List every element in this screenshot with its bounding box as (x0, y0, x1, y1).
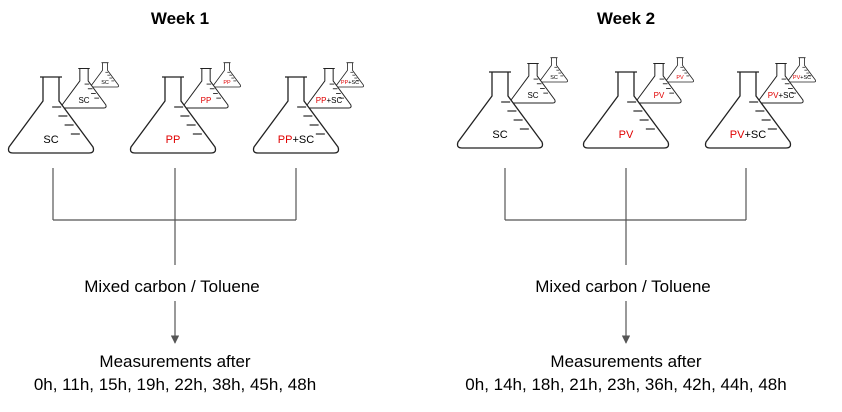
flask-large: PP (129, 76, 217, 154)
flask-label-pp: PP (201, 96, 212, 105)
flask-small: PV (666, 57, 694, 83)
flask-label-sc: SC (492, 129, 507, 141)
flask-group-sc: SC SC SC (456, 57, 568, 149)
flask-label-pp: PP (166, 134, 181, 146)
flask-large: PP+SC (252, 76, 340, 154)
flask-small: PV+SC (788, 57, 816, 83)
flask-label-pv-sc: PV+SC (793, 75, 811, 81)
flask-label-sc: SC (550, 75, 558, 81)
week-2-connectors (504, 168, 747, 344)
flask-large: PV+SC (704, 71, 792, 149)
flask-label-sc: SC (78, 96, 89, 105)
week-1-panel: Week 1 SC SC SC PP PP PP PP+SC PP+SC PP+SC Mix… (7, 9, 364, 394)
flask-label-sc: SC (527, 91, 538, 100)
flask-small: SC (540, 57, 568, 83)
flask-group-sc: SC SC SC (7, 62, 119, 154)
week-1-title: Week 1 (151, 9, 209, 28)
flask-large: SC (456, 71, 544, 149)
flask-large: PV (582, 71, 670, 149)
flask-label-sc: SC (101, 80, 109, 86)
flask-label-pp-sc: PP+SC (341, 80, 359, 86)
week-2-measure-title: Measurements after (550, 352, 702, 371)
flask-label-pp-sc: PP+SC (278, 134, 314, 146)
flask-label-pp-sc: PP+SC (316, 96, 343, 105)
flask-group-pp: PP PP PP (129, 62, 241, 154)
flask-label-sc: SC (43, 134, 58, 146)
week-1-connectors (52, 168, 297, 344)
flask-label-pv-sc: PV+SC (730, 129, 766, 141)
flask-small: SC (91, 62, 119, 88)
flask-label-pv: PV (619, 129, 634, 141)
flask-group-pv: PV PV PV (582, 57, 694, 149)
flask-large: SC (7, 76, 95, 154)
week-2-measure-times: 0h, 14h, 18h, 21h, 23h, 36h, 42h, 44h, 4… (465, 375, 786, 394)
flask-small: PP+SC (336, 62, 364, 88)
week-1-measure-times: 0h, 11h, 15h, 19h, 22h, 38h, 45h, 48h (34, 375, 316, 394)
flask-label-pv: PV (654, 91, 665, 100)
week-1-mix-label: Mixed carbon / Toluene (84, 277, 259, 296)
flask-small: PP (213, 62, 241, 88)
flask-label-pp: PP (223, 80, 231, 86)
week-2-panel: Week 2 SC SC SC PV PV PV PV+SC PV+SC PV+SC Mix… (456, 9, 816, 394)
flask-medium: PP+SC (306, 67, 352, 109)
flask-label-pv: PV (676, 75, 684, 81)
flask-group-pp-sc: PP+SC PP+SC PP+SC (252, 62, 364, 154)
week-2-mix-label: Mixed carbon / Toluene (535, 277, 710, 296)
week-2-title: Week 2 (597, 9, 655, 28)
week-1-measure-title: Measurements after (99, 352, 251, 371)
flask-label-pv-sc: PV+SC (768, 91, 795, 100)
flask-group-pv-sc: PV+SC PV+SC PV+SC (704, 57, 816, 149)
